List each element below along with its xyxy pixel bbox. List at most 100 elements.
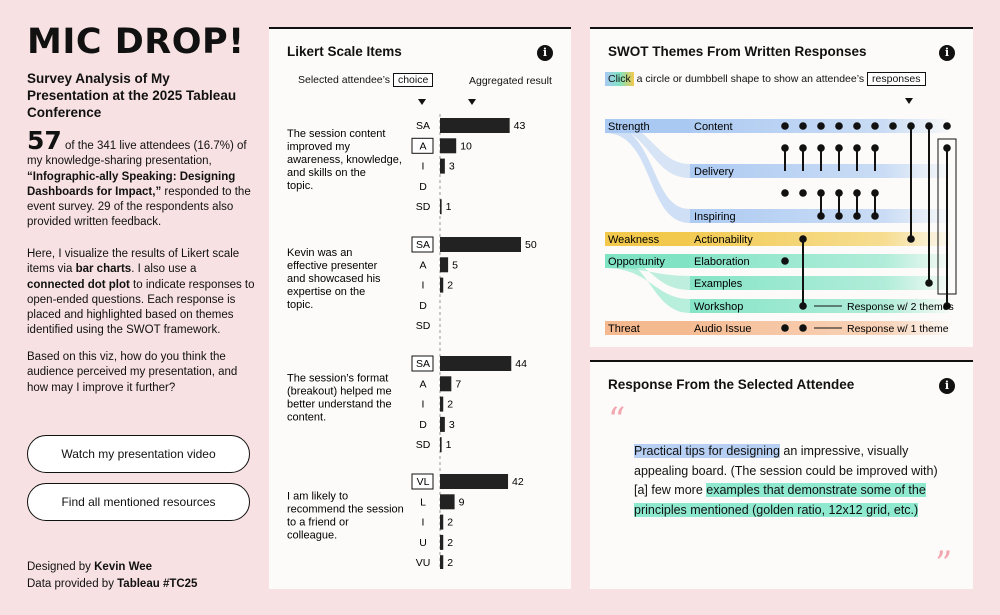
likert-question: Kevin was an effective presenter and showc… (287, 247, 381, 311)
response-title: Response From the Selected Attendee (608, 377, 855, 392)
response-highlight-strength: Practical tips for designing (634, 444, 780, 458)
likert-title: Likert Scale Items (287, 44, 402, 59)
watch-video-button[interactable]: Watch my presentation video (27, 435, 250, 473)
response-dot (835, 122, 843, 130)
response-dot (925, 279, 933, 287)
likert-value-label: 1 (446, 439, 452, 451)
likert-bar (440, 514, 444, 530)
likert-value-label: 42 (512, 476, 524, 488)
likert-item: The session’s format (breakout) helped me… (287, 355, 527, 453)
response-dot (907, 122, 915, 130)
likert-row-label: A (419, 140, 426, 152)
page-title: MIC DROP! (27, 22, 245, 62)
close-quote-icon: ” (935, 544, 953, 584)
aggregated-label: Aggregated result (469, 75, 552, 87)
response-dot (781, 324, 789, 332)
swot-desc: a circle or dumbbell shape to show an at… (636, 73, 865, 85)
response-dot (871, 144, 879, 152)
likert-row-label: SA (416, 120, 430, 132)
response-panel: Response From the Selected Attendee i “ … (590, 360, 973, 589)
swot-category-label: Strength (608, 121, 650, 133)
click-label: Click (605, 72, 634, 86)
likert-row-label: D (419, 419, 427, 431)
question-line: (breakout) helped me (287, 386, 392, 398)
swot-chart[interactable]: Strength Weakness Opportunity Threat Content… (590, 29, 973, 347)
theme-band (690, 276, 950, 290)
question-line: and skills on the (287, 167, 366, 179)
method-bold-bar: bar charts (75, 263, 132, 276)
question-line: improved my (287, 141, 350, 153)
likert-selected-header: Selected attendee’s choice (298, 73, 434, 87)
likert-row-label: SA (416, 358, 430, 370)
open-quote-icon: “ (608, 400, 626, 440)
swot-theme-label: Workshop (694, 301, 743, 313)
response-dot (781, 189, 789, 197)
likert-value-label: 9 (459, 496, 465, 508)
selected-choice-box (411, 236, 434, 253)
strength-flow (605, 119, 690, 223)
response-dot (781, 122, 789, 130)
response-dot (871, 212, 879, 220)
likert-bar (440, 437, 442, 453)
method-text-a: Here, I visualize the results of Likert … (27, 248, 240, 276)
swot-theme-label: Examples (694, 278, 743, 290)
likert-value-label: 3 (449, 419, 455, 431)
response-dot (853, 122, 861, 130)
question-line: topic. (287, 180, 313, 192)
find-resources-button[interactable]: Find all mentioned resources (27, 483, 250, 521)
response-dot (817, 212, 825, 220)
likert-bar (440, 416, 445, 432)
likert-row-label: SD (416, 201, 431, 213)
likert-row-label: SA (416, 239, 430, 251)
page-subtitle: Survey Analysis of My Presentation at th… (27, 71, 237, 120)
likert-item: I am likely to recommend the session to a … (287, 473, 524, 569)
question-line: and showcased his (287, 273, 381, 285)
likert-value-label: 44 (515, 358, 527, 370)
likert-row-label: I (422, 280, 425, 292)
swot-instructions: Click a circle or dumbbell shape to show… (605, 72, 955, 86)
likert-row-label: SD (416, 320, 431, 332)
responses-label: responses (867, 72, 926, 86)
response-dot (781, 257, 789, 265)
response-plain-text: an impressive, visually appealing board.… (634, 444, 938, 497)
likert-item: Kevin was an effective presenter and showc… (287, 236, 537, 332)
question-line: recommend the session (287, 504, 404, 516)
method-bold-dot: connected dot plot (27, 278, 130, 291)
likert-bar (440, 158, 445, 174)
selected-choice-box (411, 137, 434, 154)
likert-item: The session content improved my awareness,… (287, 118, 525, 215)
likert-bar (440, 356, 512, 371)
strength-flow (605, 119, 690, 178)
likert-row-label: A (419, 378, 426, 390)
response-dot (799, 235, 807, 243)
method-text-c: to indicate responses to open-ended ques… (27, 278, 255, 337)
category-band (605, 232, 690, 246)
likert-bar (440, 555, 444, 569)
likert-row-label: I (422, 517, 425, 529)
response-dot (817, 144, 825, 152)
likert-value-label: 2 (447, 557, 453, 569)
response-dot (871, 122, 879, 130)
intro-column: MIC DROP! Survey Analysis of My Presenta… (27, 22, 257, 590)
likert-info-icon[interactable]: i (537, 45, 553, 61)
swot-info-icon[interactable]: i (939, 45, 955, 61)
likert-bar (440, 138, 457, 154)
swot-theme-label: Actionability (694, 234, 753, 246)
likert-row-label: A (419, 259, 426, 271)
designer-credit: Designed by Kevin Wee (27, 561, 152, 573)
likert-bar (440, 474, 509, 489)
likert-question: The session’s format (breakout) helped me… (287, 373, 392, 424)
opportunity-flow (605, 254, 690, 313)
question-line: The session content (287, 128, 385, 140)
intro-text-b: responded to the event survey. 29 of the… (27, 185, 251, 229)
selected-choice-box (411, 355, 434, 372)
swot-category-label: Weakness (608, 234, 660, 246)
selected-choice-box (411, 473, 434, 490)
response-info-icon[interactable]: i (939, 378, 955, 394)
question-paragraph: Based on this viz, how do you think the … (27, 351, 238, 394)
likert-row-label: I (422, 399, 425, 411)
question-line: I am likely to (287, 491, 348, 503)
likert-value-label: 2 (447, 537, 453, 549)
question-line: The session’s format (287, 373, 388, 385)
likert-value-label: 7 (455, 378, 461, 390)
